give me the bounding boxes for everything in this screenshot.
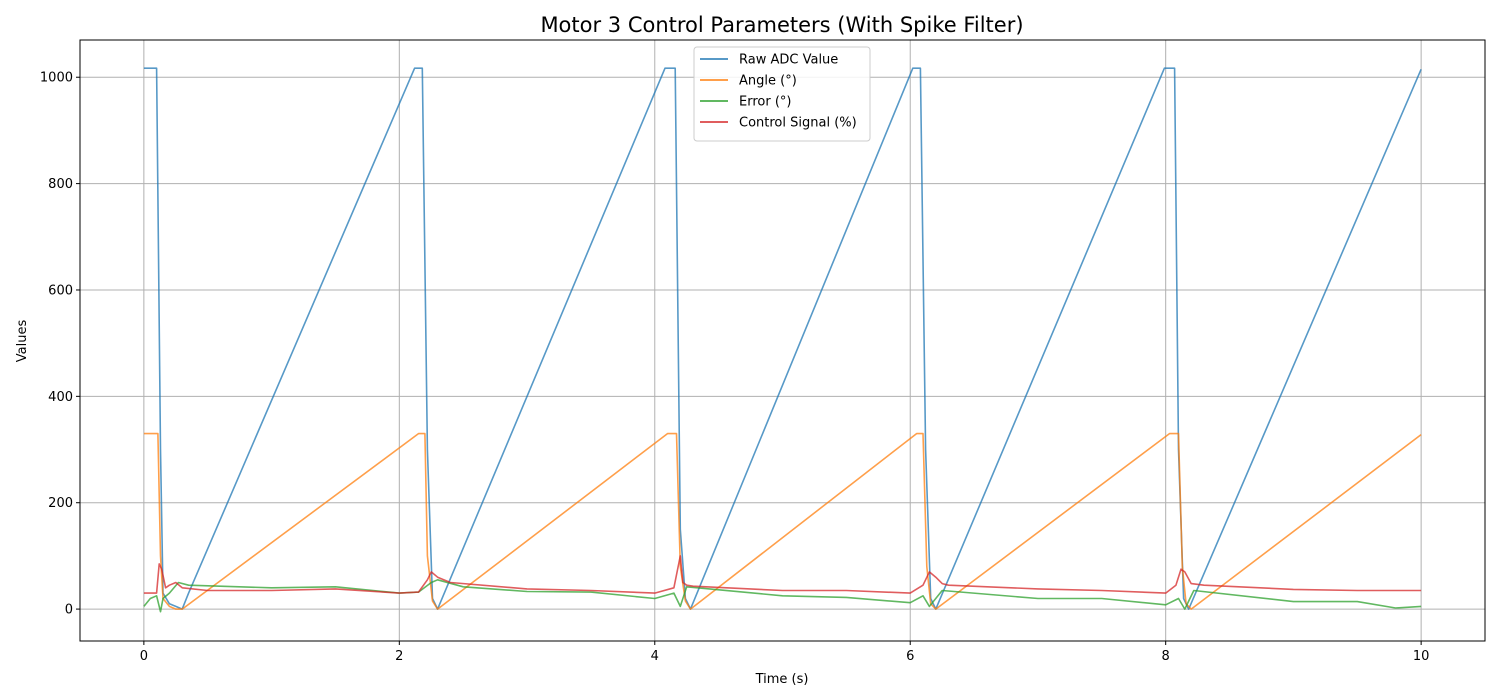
- y-tick-label: 1000: [40, 71, 73, 86]
- y-tick-label: 0: [65, 603, 73, 618]
- y-tick-label: 600: [48, 283, 73, 298]
- chart-title: Motor 3 Control Parameters (With Spike F…: [540, 13, 1023, 37]
- legend-label: Error (°): [739, 95, 791, 110]
- x-tick-label: 8: [1162, 649, 1170, 664]
- plot-lines: [143, 67, 1422, 613]
- series-line-control-signal: [143, 555, 1422, 594]
- y-axis-label: Values: [15, 320, 30, 363]
- series-line-error: [143, 578, 1422, 613]
- axis-ticks: 0 2 4 6 8 10 0 200 400 600 800 1000: [40, 71, 1430, 664]
- x-axis-label: Time (s): [755, 672, 809, 687]
- y-tick-label: 800: [48, 177, 73, 192]
- legend-box: [693, 46, 871, 142]
- series-line-angle: [143, 432, 1422, 610]
- legend-label: Raw ADC Value: [739, 53, 838, 68]
- x-tick-label: 2: [395, 649, 403, 664]
- legend-label: Control Signal (%): [739, 116, 857, 131]
- plot-frame: [79, 39, 1486, 642]
- x-tick-label: 0: [140, 649, 148, 664]
- y-tick-label: 400: [48, 390, 73, 405]
- x-tick-label: 6: [906, 649, 914, 664]
- series-line-raw-adc-value: [143, 67, 1422, 610]
- y-tick-label: 200: [48, 496, 73, 511]
- legend: Raw ADC Value Angle (°) Error (°) Control S…: [693, 46, 871, 142]
- x-tick-label: 10: [1413, 649, 1430, 664]
- legend-label: Angle (°): [739, 74, 797, 89]
- x-tick-label: 4: [651, 649, 659, 664]
- grid: [80, 40, 1485, 641]
